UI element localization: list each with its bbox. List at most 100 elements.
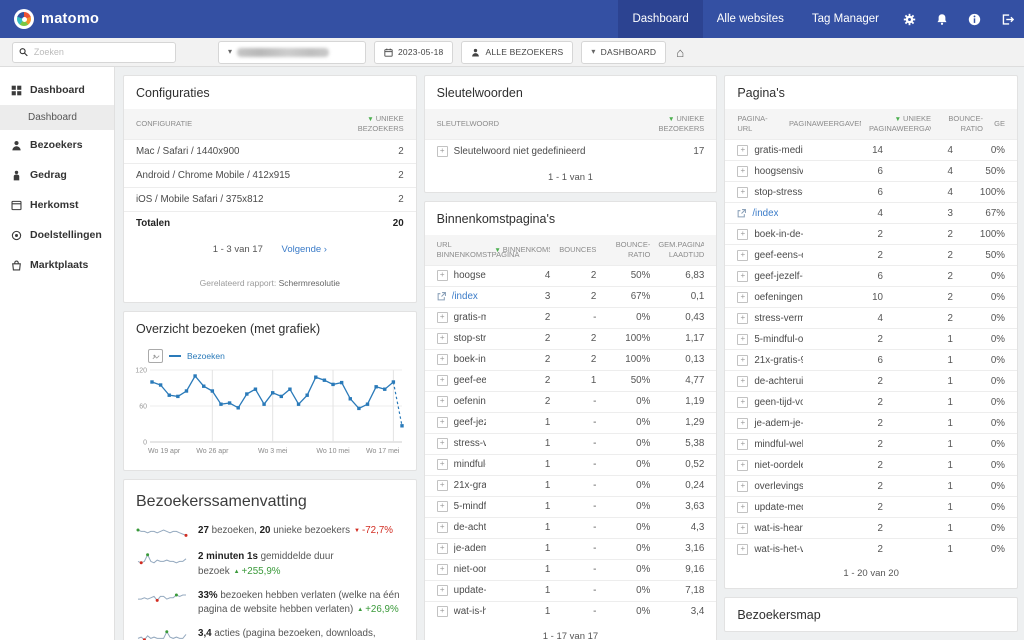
expand-icon[interactable]: + <box>737 333 749 345</box>
table-row[interactable]: /index 4 3 67% <box>725 202 1017 223</box>
table-row[interactable]: +5-mindful-oefeningen-voor-iedereen 1 - 0% 3… <box>424 495 717 517</box>
column-header-ge[interactable]: GE <box>994 119 1005 129</box>
nav-dashboard[interactable]: Dashboard <box>618 0 703 38</box>
signout-icon[interactable] <box>991 0 1024 38</box>
table-row[interactable]: + boek-in-de-maalstroom-van-je-leven 2 2 100… <box>424 348 717 370</box>
expand-icon[interactable]: + <box>737 543 749 555</box>
segment-selector[interactable]: ALLE BEZOEKERS <box>461 40 574 64</box>
table-row[interactable]: /index 3 2 67% 0,1 <box>424 285 717 307</box>
expand-icon[interactable]: + <box>436 564 448 576</box>
table-row[interactable]: +21x-gratis-9-minuten-meditaties-ca... 1 -… <box>424 474 717 496</box>
expand-icon[interactable]: + <box>436 585 448 597</box>
expand-icon[interactable]: + <box>436 522 448 534</box>
column-header-bounce-ratio[interactable]: BOUNCE-RATIO <box>948 114 983 134</box>
table-row[interactable]: + geef-eens-een-mindful-geschenk-o... 2 1 50… <box>424 369 717 391</box>
settings-gear-icon[interactable] <box>893 0 926 38</box>
expand-icon[interactable]: + <box>737 522 749 534</box>
table-row[interactable]: + niet-oordelen-basishouding-mindfu... 2 1 0… <box>725 454 1017 475</box>
table-row[interactable]: + overlevingstip-voor-drukke-periodes 2 1 0% <box>725 475 1017 496</box>
table-row[interactable]: + oefeningen-downloads-meditaties 10 2 0% <box>725 286 1017 307</box>
column-header-gem-pagina-laadtijd[interactable]: GEM.PAGINA-LAADTIJD <box>658 240 705 259</box>
nav-alle-websites[interactable]: Alle websites <box>716 13 784 25</box>
table-row[interactable]: + wat-is-heartfulness 1 - 0% 3,4 <box>424 600 717 622</box>
sidebar-item-doelstellingen[interactable]: Doelstellingen <box>0 220 114 250</box>
table-row[interactable]: + stress-verminderen-ademhalings... 1 - 0% 5,… <box>424 432 717 454</box>
expand-icon[interactable]: + <box>737 144 749 156</box>
nav-tag-manager[interactable]: Tag Manager <box>811 13 879 25</box>
search-box[interactable] <box>12 41 176 63</box>
table-row[interactable]: + boek-in-de-maalstroom-van-je-leven 2 2 100… <box>725 223 1017 244</box>
export-image-icon[interactable] <box>148 349 163 364</box>
dashboard-selector[interactable]: ▾ DASHBOARD <box>581 40 667 64</box>
table-row[interactable]: + hoogsensiviteit-boekbespreking-lev... 4 2… <box>424 264 717 286</box>
related-report-link[interactable]: Schermresolutie <box>278 278 340 289</box>
column-header-paginaweergaven[interactable]: PAGINAWEERGAVEN <box>788 119 861 129</box>
sidebar-item-gedrag[interactable]: Gedrag <box>0 160 114 190</box>
row-label[interactable]: /index <box>451 291 478 303</box>
table-row[interactable]: + update-meditaties-gratis-download... 1 - 0… <box>424 579 717 601</box>
table-row[interactable]: + oefeningen-downloads-meditaties 2 - 0% 1,19 <box>424 390 717 412</box>
table-row[interactable]: + mindful-website-van-edel-maex-lev... 2 1 0… <box>725 433 1017 454</box>
table-row[interactable]: + je-adem-je-ademhaling-in-mindful... 2 1 0% <box>725 412 1017 433</box>
table-row[interactable]: + wat-is-heartfulness 2 1 0% <box>725 517 1017 538</box>
table-row[interactable]: Mac / Safari / 1440x900 2 <box>124 139 416 163</box>
column-header-unieke-paginaweergaven[interactable]: ▼UNIEKE PAGINAWEERGAVEN <box>868 114 931 134</box>
table-row[interactable]: + de-achteruitkijkspiegel-in-mindfuln... 2… <box>725 370 1017 391</box>
expand-icon[interactable]: + <box>737 501 749 513</box>
expand-icon[interactable]: + <box>436 396 448 408</box>
expand-icon[interactable]: + <box>436 333 448 345</box>
table-row[interactable]: + wat-is-het-verschil-tussen-relaxatie-..… <box>725 538 1017 559</box>
expand-icon[interactable]: + <box>737 165 749 177</box>
expand-icon[interactable]: + <box>737 459 749 471</box>
expand-icon[interactable]: + <box>436 146 448 158</box>
table-row[interactable]: Android / Chrome Mobile / 412x915 2 <box>124 163 416 187</box>
expand-icon[interactable]: + <box>737 396 749 408</box>
table-row[interactable]: + mindful-website-van-edel-maex-lev... 1 - 0… <box>424 453 717 475</box>
expand-icon[interactable]: + <box>436 312 448 324</box>
column-header-unieke-bezoekers[interactable]: ▼ UNIEKE BEZOEKERS <box>658 114 705 134</box>
table-row[interactable]: + update-meditaties-gratis-download... 2 1 0… <box>725 496 1017 517</box>
expand-icon[interactable]: + <box>737 354 749 366</box>
table-row[interactable]: + Sleutelwoord niet gedefinieerd 17 <box>424 139 717 163</box>
home-icon[interactable]: ⌂ <box>676 44 685 60</box>
table-row[interactable]: + geef-eens-een-mindful-geschenk-o... 2 2 50… <box>725 244 1017 265</box>
info-icon[interactable] <box>958 0 991 38</box>
expand-icon[interactable]: + <box>436 270 448 282</box>
expand-icon[interactable]: + <box>737 249 749 261</box>
date-picker[interactable]: 2023-05-18 <box>374 40 454 64</box>
expand-icon[interactable]: + <box>436 480 448 492</box>
table-row[interactable]: + geen-tijd-voor-mindfulness 2 1 0% <box>725 391 1017 412</box>
expand-icon[interactable]: + <box>737 186 749 198</box>
table-row[interactable]: + geef-jezelf-tijd-tijddoosje 6 2 0% <box>725 265 1017 286</box>
expand-icon[interactable]: + <box>436 459 448 471</box>
column-header-binnenkomsten[interactable]: ▼BINNENKOMSTEN <box>494 244 550 254</box>
site-selector[interactable]: ▾ <box>218 40 366 64</box>
expand-icon[interactable]: + <box>436 438 448 450</box>
table-row[interactable]: +21x-gratis-9-minuten-meditaties-ca... 6 1… <box>725 349 1017 370</box>
table-row[interactable]: + de-achteruitkijkspiegel-in-mindfuln... 1… <box>424 516 717 538</box>
expand-icon[interactable]: + <box>436 501 448 513</box>
sidebar-item-herkomst[interactable]: Herkomst <box>0 190 114 220</box>
column-header-bounce-ratio[interactable]: BOUNCE-RATIO <box>615 240 651 259</box>
table-row[interactable]: + stop-stress-in-drie-minuten-een-pr... 2 2… <box>424 327 717 349</box>
column-header-url-binnenkomstpagina[interactable]: URL BINNENKOMSTPAGINA <box>436 240 520 259</box>
expand-icon[interactable]: + <box>737 417 749 429</box>
next-page-link[interactable]: Volgende › <box>281 244 327 256</box>
expand-icon[interactable]: + <box>737 228 749 240</box>
expand-icon[interactable]: + <box>737 438 749 450</box>
sidebar-subitem-dashboard[interactable]: Dashboard <box>0 105 114 130</box>
sidebar-item-bezoekers[interactable]: Bezoekers <box>0 130 114 160</box>
expand-icon[interactable]: + <box>737 312 749 324</box>
table-row[interactable]: + stress-verminderen-ademhalings... 4 2 0% <box>725 307 1017 328</box>
column-header-bounces[interactable]: BOUNCES <box>559 245 597 255</box>
table-row[interactable]: + stop-stress-in-drie-minuten-een-pr... 6 4… <box>725 181 1017 202</box>
row-label[interactable]: /index <box>752 207 779 219</box>
expand-icon[interactable]: + <box>436 543 448 555</box>
table-row[interactable]: iOS / Mobile Safari / 375x812 2 <box>124 187 416 211</box>
expand-icon[interactable]: + <box>436 354 448 366</box>
column-header-configuratie[interactable]: CONFIGURATIE <box>136 119 193 129</box>
table-row[interactable]: + je-adem-je-ademhaling-in-mindful... 1 - 0%… <box>424 537 717 559</box>
matomo-logo[interactable]: matomo <box>0 0 113 38</box>
table-row[interactable]: +5-mindful-oefeningen-voor-iedereen 2 1 0% <box>725 328 1017 349</box>
column-header-sleutelwoord[interactable]: SLEUTELWOORD <box>436 119 500 129</box>
